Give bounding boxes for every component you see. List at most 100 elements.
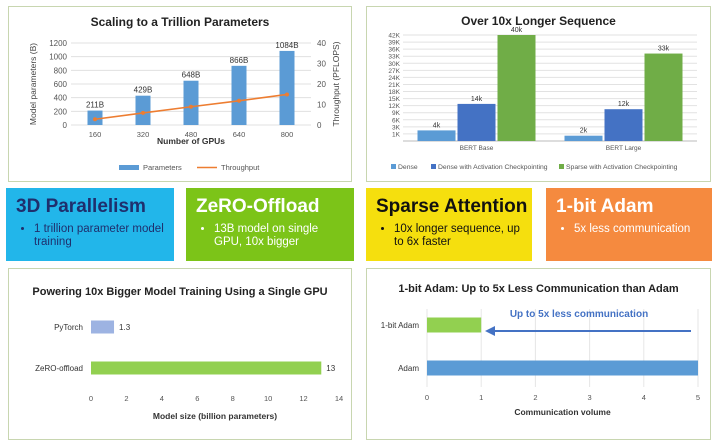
x-tick-label: 1 [479,393,483,402]
x-tick-label: 5 [696,393,700,402]
sequence-bar [564,135,603,141]
x-axis-label: Number of GPUs [157,136,225,146]
feature-box-3d-parallelism: 3D Parallelism 1 trillion parameter mode… [6,188,174,261]
x-tick-label: 6 [195,394,199,403]
y-tick-label: 1-bit Adam [381,321,420,330]
x-tick-label: 3 [588,393,592,402]
sequence-chart: 1K3K6K9K12K15K18K21K24K27K30K33K36K39K42… [388,27,697,171]
feature-title: 1-bit Adam [556,196,654,217]
x-tick-label: BERT Base [460,145,494,152]
y2-tick-label: 0 [317,121,322,130]
sequence-bar [457,103,496,141]
throughput-point [189,104,193,109]
y-tick-label: 21K [388,82,400,89]
legend-swatch [559,164,564,169]
x-tick-label: 12 [299,394,307,403]
x-tick-label: 4 [160,394,164,403]
x-tick-label: 0 [89,394,93,403]
y-tick-label: 15K [388,96,400,103]
bar-value-label: 33k [658,46,670,53]
adam-chart-panel: 1-bit Adam: Up to 5x Less Communication … [366,268,711,440]
annotation-arrow-head [485,326,495,336]
feature-bullet: 1 trillion parameter model training [34,223,164,249]
y-tick-label: 400 [54,94,68,103]
y-tick-label: 3K [392,124,401,131]
feature-bullet: 5x less communication [574,223,702,236]
parameters-bar [231,65,247,125]
annotation-label: Up to 5x less communication [510,309,648,320]
x-tick-label: 640 [233,130,246,139]
throughput-point [141,110,145,115]
y-axis-label: Model parameters (B) [28,43,38,125]
y-tick-label: 39K [388,40,400,47]
legend-label: Throughput [221,163,260,172]
y-tick-label: 12K [388,103,400,110]
sequence-bar [604,109,643,141]
x-tick-label: 4 [642,393,646,402]
legend-swatch [431,164,436,169]
y-tick-label: 24K [388,75,400,82]
y-tick-label: 800 [54,66,68,75]
bar-value-label: 866B [230,56,249,65]
scaling-chart-panel: Scaling to a Trillion Parameters 0 200 400… [8,6,352,182]
x-tick-label: 8 [231,394,235,403]
offload-chart: 1.3 PyTorch 13 ZeRO-offload 0 2 4 6 8 10 12 14 Model… [35,320,343,421]
bar-value-label: 1084B [275,41,298,50]
y2-axis-label: Throughput (PFLOPS) [331,41,341,126]
bar-value-label: 429B [134,86,153,95]
bar-value-label: 648B [182,71,201,80]
legend-label: Parameters [143,163,182,172]
feature-box-1bit-adam: 1-bit Adam 5x less communication [546,188,712,261]
feature-box-sparse-attention: Sparse Attention 10x longer sequence, up… [366,188,532,261]
y2-tick-label: 30 [317,60,326,69]
y-tick-label: ZeRO-offload [35,364,83,373]
x-tick-label: 160 [89,130,102,139]
legend-label: Sparse with Activation Checkpointing [566,164,678,171]
y2-tick-label: 40 [317,39,326,48]
feature-title: Sparse Attention [376,196,528,217]
communication-bar [427,317,482,333]
sequence-bar [497,35,536,141]
model-size-bar [91,320,115,334]
x-tick-label: 480 [185,130,198,139]
y-tick-label: 1200 [49,39,67,48]
bar-value-label: 14k [471,96,483,103]
bar-value-label: 2k [580,128,588,135]
x-tick-label: 2 [124,394,128,403]
x-tick-label: 0 [425,393,429,402]
y-tick-label: 36K [388,47,400,54]
y-tick-label: Adam [398,364,419,373]
sequence-chart-title: Over 10x Longer Sequence [461,14,616,28]
throughput-point [93,117,97,122]
y-tick-label: 0 [63,121,68,130]
sequence-bar [644,53,683,141]
feature-title: 3D Parallelism [16,196,146,217]
offload-chart-title: Powering 10x Bigger Model Training Using… [32,286,328,298]
x-axis-label: Communication volume [514,407,611,417]
scaling-chart: 0 200 400 600 800 1000 1200 0 10 20 30 40 211B 160 429… [28,39,341,172]
y-tick-label: 18K [388,89,400,96]
model-size-bar [91,361,322,375]
y2-tick-label: 20 [317,80,326,89]
y-tick-label: 30K [388,61,400,68]
legend-label: Dense with Activation Checkpointing [438,164,548,171]
communication-bar [427,360,698,376]
parameters-bar [135,95,151,125]
y-tick-label: 27K [388,68,400,75]
y-tick-label: 42K [388,33,400,40]
y-tick-label: 9K [392,110,401,117]
offload-chart-panel: Powering 10x Bigger Model Training Using… [8,268,352,440]
x-tick-label: 2 [533,393,537,402]
y-tick-label: PyTorch [54,323,83,332]
x-tick-label: 14 [335,394,343,403]
x-tick-label: BERT Large [606,145,642,152]
feature-bullet: 10x longer sequence, up to 6x faster [394,223,522,249]
throughput-point [285,92,289,97]
feature-bullet: 13B model on single GPU, 10x bigger [214,223,344,249]
parameters-bar [279,50,295,125]
bar-value-label: 4k [433,122,441,129]
y-tick-label: 1000 [49,53,67,62]
y-tick-label: 33K [388,54,400,61]
x-tick-label: 10 [264,394,272,403]
y-tick-label: 200 [54,107,68,116]
